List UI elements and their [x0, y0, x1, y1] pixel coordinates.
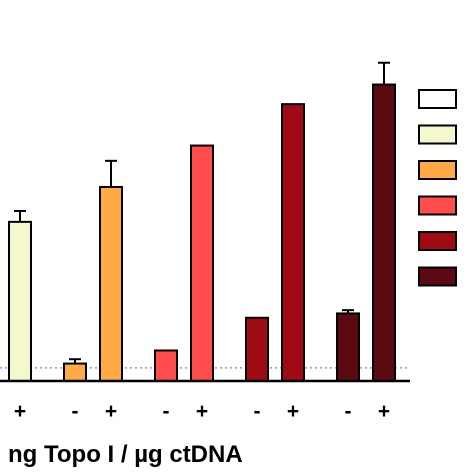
- legend-swatch: [418, 124, 457, 145]
- bar-group-1-plus: [8, 220, 32, 382]
- bar-group-2-minus: [63, 362, 87, 382]
- tick-label: -: [72, 400, 79, 423]
- x-axis-label: ng Topo I / µg ctDNA: [8, 441, 243, 468]
- legend: [418, 89, 457, 287]
- bar-group-4-plus: [281, 103, 305, 382]
- bar-group-3-plus: [190, 144, 214, 382]
- legend-swatch: [418, 195, 457, 216]
- tick-labels: + - + - + - + - +: [14, 400, 390, 423]
- tick-label: -: [254, 400, 261, 423]
- tick-label: +: [105, 400, 117, 423]
- bar-group-3-minus: [154, 349, 178, 383]
- tick-label: -: [345, 400, 352, 423]
- bar-group-5-plus: [372, 83, 396, 383]
- tick-label: -: [163, 400, 170, 423]
- legend-swatch: [418, 231, 457, 251]
- tick-label: +: [378, 400, 390, 423]
- legend-swatch: [418, 89, 457, 109]
- tick-label: +: [287, 400, 299, 423]
- tick-label: +: [196, 400, 208, 423]
- bars-layer: [8, 61, 396, 383]
- legend-swatch: [418, 160, 457, 180]
- bar-group-2-plus: [99, 185, 123, 382]
- bar-group-4-minus: [245, 316, 269, 382]
- bar-group-5-minus: [336, 312, 360, 383]
- tick-label: +: [14, 400, 26, 423]
- legend-swatch: [418, 266, 457, 287]
